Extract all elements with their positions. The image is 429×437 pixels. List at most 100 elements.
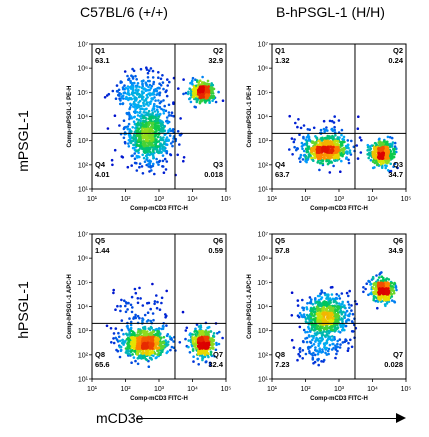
event-point [390, 145, 394, 148]
event-point [298, 133, 301, 136]
event-point [311, 307, 314, 310]
event-point [132, 82, 135, 85]
x-tick-label: 10⁴ [187, 196, 198, 203]
event-point [188, 351, 192, 354]
event-point [296, 358, 299, 362]
event-point [124, 304, 127, 308]
event-point [171, 128, 175, 131]
event-point [117, 335, 121, 339]
event-point [136, 114, 140, 117]
event-point [119, 102, 122, 106]
event-point [137, 139, 140, 142]
event-point [127, 142, 130, 145]
event-point [299, 160, 302, 163]
event-point [129, 87, 133, 90]
event-point [310, 309, 313, 313]
event-point [378, 292, 382, 296]
event-point [150, 84, 154, 88]
event-point [135, 78, 138, 81]
event-point [136, 156, 139, 159]
event-point [335, 305, 339, 308]
event-point [149, 325, 153, 329]
event-point [331, 317, 335, 320]
event-point [178, 133, 182, 137]
event-point [386, 287, 389, 291]
event-point [126, 85, 130, 88]
event-point [167, 129, 170, 132]
event-point [169, 348, 172, 352]
event-point [136, 314, 140, 318]
y-tick-label: 10² [78, 162, 89, 169]
quadrant-name: Q4 [275, 160, 286, 169]
event-point [150, 137, 153, 140]
event-point [380, 166, 384, 169]
event-point [131, 75, 135, 79]
event-point [382, 284, 385, 287]
event-point [124, 310, 128, 314]
event-point [302, 313, 306, 316]
event-point [221, 99, 225, 102]
event-point [198, 87, 201, 91]
event-point [133, 340, 136, 344]
event-point [344, 324, 348, 328]
event-point [336, 313, 340, 316]
event-point [316, 352, 320, 356]
event-point [111, 89, 115, 93]
event-point [128, 93, 131, 97]
event-point [176, 130, 180, 133]
event-point [388, 145, 392, 149]
event-point [166, 84, 169, 87]
event-point [152, 162, 155, 166]
event-point [310, 352, 313, 356]
event-point [296, 299, 300, 302]
event-point [105, 324, 109, 328]
event-point [377, 276, 381, 279]
event-point [147, 337, 150, 340]
event-point [119, 304, 122, 308]
event-point [330, 328, 333, 332]
event-point [326, 139, 330, 143]
y-tick-label: 10¹ [78, 377, 89, 384]
event-point [334, 147, 338, 150]
event-point [148, 79, 151, 83]
event-point [316, 145, 319, 149]
event-point [113, 148, 117, 152]
y-tick-label: 10³ [78, 138, 89, 145]
event-point [141, 172, 145, 175]
event-point [306, 346, 310, 349]
event-point [373, 145, 376, 149]
event-point [126, 308, 129, 311]
event-point [141, 129, 144, 133]
event-point [160, 327, 163, 331]
event-point [335, 352, 338, 356]
x-tick-label: 10⁴ [187, 386, 198, 393]
event-point [165, 136, 169, 139]
event-point [348, 151, 352, 154]
event-point [137, 101, 140, 104]
event-point [161, 74, 164, 77]
event-point [191, 337, 195, 341]
event-point [152, 156, 155, 160]
x-tick-label: 10⁵ [401, 386, 412, 393]
event-point [137, 92, 141, 96]
event-point [163, 140, 166, 144]
event-point [350, 139, 353, 143]
event-point [121, 338, 124, 342]
event-point [302, 124, 306, 127]
event-point [147, 123, 150, 126]
event-point [204, 95, 207, 98]
event-point [151, 312, 155, 315]
event-point [385, 298, 388, 302]
event-point [393, 152, 396, 156]
event-point [307, 325, 310, 329]
event-point [134, 88, 138, 92]
event-point [162, 171, 166, 174]
event-point [315, 326, 319, 329]
event-point [120, 328, 124, 332]
event-point [346, 139, 350, 142]
event-point [290, 291, 294, 294]
event-point [119, 309, 122, 313]
event-point [154, 144, 158, 148]
event-point [305, 307, 309, 311]
event-point [192, 340, 195, 344]
